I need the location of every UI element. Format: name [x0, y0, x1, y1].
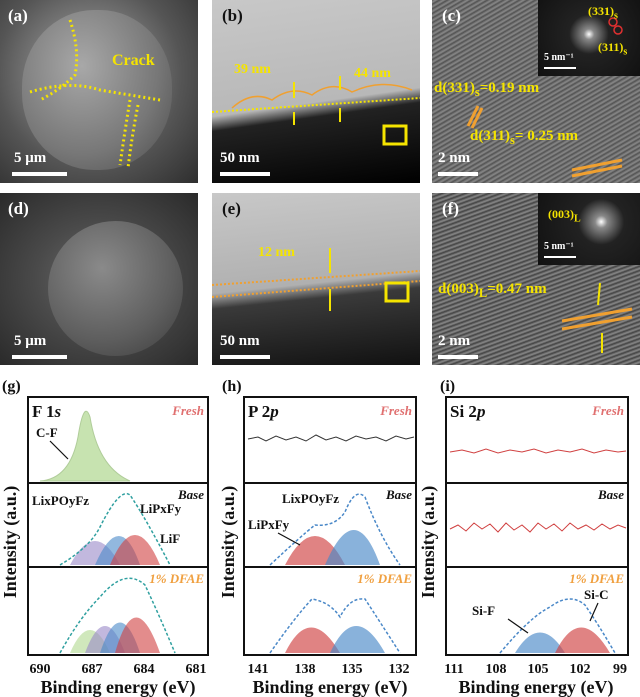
y-axis-label-i: Intensity (a.u.) — [418, 486, 439, 599]
thickness-e: 12 nm — [258, 245, 295, 260]
x-axis-label-g: Binding energy (eV) — [41, 677, 196, 697]
scalebar-a — [12, 172, 67, 176]
tick-g-0: 690 — [30, 662, 51, 677]
fresh-tag-i: Fresh — [591, 403, 624, 418]
scale-text-c: 2 nm — [438, 150, 471, 166]
panel-c: (331)s (311)s 5 nm⁻¹ (c) d(331)s=0.19 nm… — [432, 0, 640, 183]
xps-panel-i: Si 2p Fresh Base 1% DFAE Si-F Si-C 111 1… — [444, 396, 629, 697]
peak-label-cf: C-F — [36, 425, 58, 440]
scalebar-d — [12, 355, 67, 359]
panel-label-f: (f) — [442, 199, 459, 218]
tick-h-3: 132 — [389, 662, 410, 677]
fringe-marks-f — [561, 282, 633, 353]
panel-label-h: (h) — [222, 378, 242, 395]
fft-spot2-c: (311)s — [598, 40, 628, 58]
tick-i-0: 111 — [444, 662, 463, 677]
panel-label-g: (g) — [2, 378, 21, 395]
scale-text-a: 5 μm — [14, 150, 47, 166]
scalebar-e — [220, 355, 270, 359]
dfae-tag-h: 1% DFAE — [357, 571, 412, 586]
tick-h-0: 141 — [248, 662, 269, 677]
panel-b: (b) 39 nm 44 nm 50 nm — [212, 0, 420, 183]
dfae-tag-g: 1% DFAE — [149, 571, 204, 586]
y-axis-label-g: Intensity (a.u.) — [0, 486, 21, 599]
peak-label-sic: Si-C — [584, 587, 609, 602]
base-tag-i: Base — [597, 487, 624, 502]
dfae-tag-i: 1% DFAE — [569, 571, 624, 586]
d-spacing-311: d(311)s= 0.25 nm — [470, 128, 579, 147]
x-axis-label-h: Binding energy (eV) — [253, 677, 408, 697]
panel-label-e: (e) — [222, 199, 241, 218]
scale-text-d: 5 μm — [14, 333, 47, 349]
element-g: F 1s — [32, 402, 62, 421]
fringe-marks-c — [466, 105, 623, 178]
fft-scale-f: 5 nm⁻¹ — [544, 241, 574, 252]
fresh-tag-g: Fresh — [171, 403, 204, 418]
d-spacing-331: d(331)s=0.19 nm — [434, 80, 540, 99]
crack-label: Crack — [112, 52, 155, 69]
tick-i-1: 108 — [486, 662, 507, 677]
panel-e: (e) 12 nm 50 nm — [212, 193, 420, 365]
xps-panel-g: F 1s Fresh Base 1% DFAE C-F LixPOyFz LiP… — [27, 396, 209, 697]
peak-label-lipof-g: LixPOyFz — [32, 493, 89, 508]
tick-g-1: 687 — [82, 662, 103, 677]
tick-i-3: 102 — [570, 662, 591, 677]
scale-text-b: 50 nm — [220, 150, 260, 166]
scale-text-f: 2 nm — [438, 333, 471, 349]
interface-overlay-e — [212, 248, 420, 311]
particle-a — [22, 10, 172, 170]
thickness-left-b: 39 nm — [234, 62, 271, 77]
panel-a: (a) Crack 5 μm — [0, 0, 198, 183]
panel-label-a: (a) — [8, 6, 28, 25]
fft-spot1-c: (331)s — [588, 4, 618, 22]
particle-d — [48, 221, 183, 356]
element-h: P 2p — [248, 402, 279, 421]
scalebar-b — [220, 172, 270, 176]
thickness-right-b: 44 nm — [354, 66, 391, 81]
tick-i-2: 105 — [528, 662, 549, 677]
panel-f: (003)L 5 nm⁻¹ (f) d(003)L=0.47 nm 2 nm — [432, 193, 640, 365]
panel-label-c: (c) — [442, 6, 461, 25]
fft-scale-c: 5 nm⁻¹ — [544, 52, 574, 63]
peak-label-lipf-h: LiPxFy — [248, 517, 290, 532]
fft-spot-f: (003)L — [548, 207, 581, 225]
panel-d: (d) 5 μm — [0, 193, 198, 365]
base-tag-h: Base — [385, 487, 412, 502]
panel-label-b: (b) — [222, 6, 243, 25]
y-axis-label-h: Intensity (a.u.) — [218, 486, 239, 599]
crack-overlay — [29, 19, 161, 169]
scalebar-f — [438, 355, 478, 359]
tick-g-3: 681 — [186, 662, 207, 677]
tick-i-4: 99 — [613, 662, 627, 677]
element-i: Si 2p — [450, 402, 485, 421]
interface-overlay-b — [212, 76, 420, 146]
peak-label-lipof-h: LixPOyFz — [282, 491, 339, 506]
peak-label-lif: LiF — [160, 531, 180, 546]
base-tag-g: Base — [177, 487, 204, 502]
peak-label-lipf-g: LiPxFy — [140, 501, 182, 516]
xps-panel-h: P 2p Fresh Base 1% DFAE LixPOyFz LiPxFy … — [243, 396, 417, 697]
scalebar-c — [438, 172, 478, 176]
tick-h-1: 138 — [295, 662, 316, 677]
d-spacing-003: d(003)L=0.47 nm — [438, 281, 547, 300]
scale-text-e: 50 nm — [220, 333, 260, 349]
fft-inset-f: (003)L 5 nm⁻¹ — [538, 193, 640, 265]
fft-inset-c: (331)s (311)s 5 nm⁻¹ — [538, 0, 640, 76]
x-axis-label-i: Binding energy (eV) — [459, 677, 614, 697]
panel-label-d: (d) — [8, 199, 29, 218]
xps-figure: .lbl { font-weight:bold; font-size:16px;… — [0, 378, 629, 697]
tick-g-2: 684 — [134, 662, 155, 677]
panel-label-i: (i) — [440, 378, 455, 395]
fresh-tag-h: Fresh — [379, 403, 412, 418]
peak-label-sif: Si-F — [472, 603, 495, 618]
tick-h-2: 135 — [342, 662, 363, 677]
